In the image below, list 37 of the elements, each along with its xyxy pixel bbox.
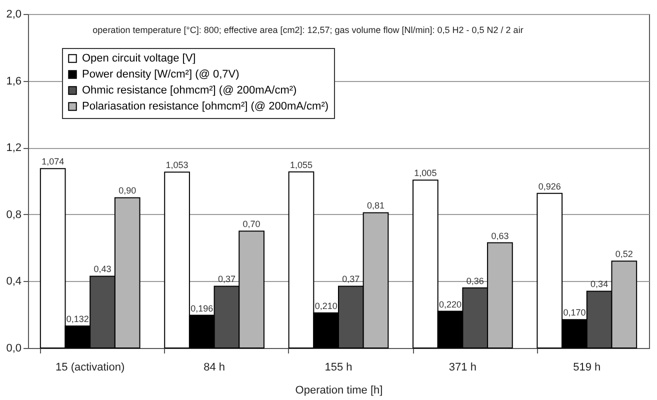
data-label: 0,81 [366, 200, 385, 211]
data-label: 0,63 [491, 230, 509, 241]
y-tick-label: 1,6 [6, 75, 22, 88]
legend-label: Polariasation resistance [ohmcm²] (@ 200mA/cm²) [82, 100, 329, 112]
data-label: 0,132 [66, 314, 89, 324]
x-axis-title: Operation time [h] [295, 384, 383, 396]
y-tick-label: 0,8 [6, 208, 22, 221]
data-label: 0,220 [439, 299, 462, 310]
annotation: operation temperature [°C]: 800; effective area [cm2]: 12,57; gas volume flow [Nl/min]: 0,5 H2 - 0,5 N2 / 2 air [92, 25, 524, 35]
data-label: 0,34 [590, 279, 608, 290]
data-label: 1,074 [42, 156, 64, 167]
data-label: 0,90 [118, 186, 136, 196]
data-label: 0,37 [342, 274, 360, 284]
data-label: 0,36 [466, 276, 484, 286]
y-tick-label: 1,2 [6, 142, 22, 154]
data-label: 0,210 [314, 300, 338, 311]
data-label: 0,37 [218, 274, 236, 284]
data-label: 1,005 [414, 168, 437, 178]
data-label: 1,053 [166, 160, 188, 170]
x-tick-label: 84 h [204, 362, 226, 374]
data-label: 0,926 [538, 181, 561, 192]
x-tick-label: 15 (activation) [56, 362, 125, 374]
y-tick-label: 0,0 [6, 342, 22, 354]
legend-label: Open circuit voltage [V] [82, 52, 196, 64]
data-label: 0,170 [563, 308, 586, 318]
x-tick-label: 155 h [324, 362, 352, 374]
data-label: 0,70 [242, 219, 260, 230]
y-tick-label: 0,4 [6, 276, 22, 288]
legend-label: Ohmic resistance [ohmcm²] (@ 200mA/cm²) [82, 84, 297, 96]
legend-label: Power density [W/cm²] (@ 0,7V) [82, 68, 240, 80]
data-label: 0,196 [190, 303, 214, 314]
x-tick-label: 371 h [448, 362, 476, 374]
data-label: 0,43 [94, 264, 112, 274]
y-tick-label: 2,0 [6, 8, 22, 20]
data-label: 1,055 [290, 160, 313, 170]
x-tick-label: 519 h [573, 362, 601, 374]
data-label: 0,52 [615, 249, 633, 260]
